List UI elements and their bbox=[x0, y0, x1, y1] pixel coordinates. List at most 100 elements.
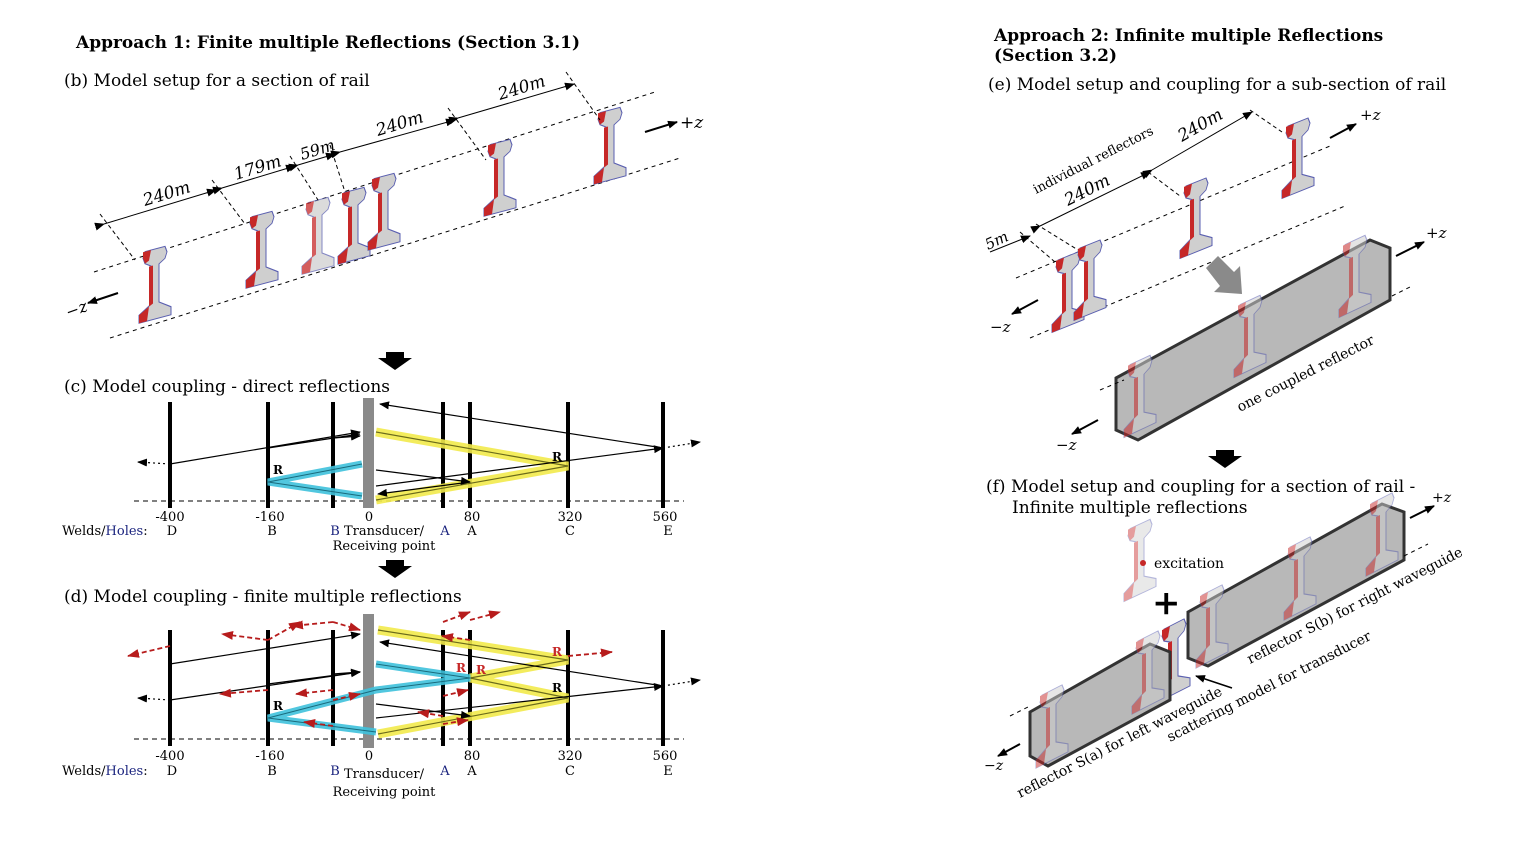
hole-label-d-B: B bbox=[330, 764, 340, 779]
weld-label-D: D bbox=[167, 524, 177, 539]
transducer-label-d1: Transducer/ bbox=[344, 767, 425, 782]
rail-hole-A bbox=[368, 172, 400, 251]
approach1-title: Approach 1: Finite multiple Reflections … bbox=[75, 33, 580, 53]
panel-b-diagram: 240m 179m 59m 240m 240m +z −z bbox=[63, 71, 704, 338]
r-marker-d4: R bbox=[456, 661, 467, 675]
pos-label-d3: 0 bbox=[365, 749, 373, 764]
e-axis-pos-label: +z bbox=[1360, 106, 1381, 124]
r-marker-c2: R bbox=[552, 450, 563, 464]
r-marker-d1: R bbox=[273, 699, 284, 713]
f-axis-pos-arrow bbox=[1410, 506, 1434, 518]
hole-label-A: A bbox=[439, 524, 450, 539]
row-label-d: Welds/Holes: bbox=[62, 764, 148, 779]
e-axis-neg-arrow bbox=[1012, 300, 1038, 314]
hole-label-B: B bbox=[330, 524, 340, 539]
panel-e-diagram: 5m 240m 240m individual reflectors +z −z… bbox=[982, 105, 1446, 454]
panel-c-diagram: R R -400 -160 0 80 320 560 D B B A A C E… bbox=[62, 398, 700, 554]
rail-hole-B bbox=[302, 196, 334, 275]
dim-label-1: 240m bbox=[140, 177, 193, 211]
coupled-axis-neg-arrow bbox=[1072, 420, 1098, 434]
pos-label-d4: 80 bbox=[464, 749, 481, 764]
e-rail-4 bbox=[1282, 116, 1314, 199]
f-axis-pos-label: +z bbox=[1432, 490, 1452, 506]
weld-label-d-B: B bbox=[267, 764, 277, 779]
pos-label-d6: 560 bbox=[653, 749, 678, 764]
axis-pos-label: +z bbox=[680, 113, 704, 133]
panel-e-caption: (e) Model setup and coupling for a sub-s… bbox=[988, 75, 1446, 95]
panel-d-caption: (d) Model coupling - finite multiple ref… bbox=[64, 587, 462, 607]
dim-label-5: 240m bbox=[495, 71, 548, 105]
panel-f-diagram: excitation + +z −z reflector S(a) for le… bbox=[984, 490, 1465, 802]
weld-label-E: E bbox=[663, 524, 673, 539]
weld-label-d-C: C bbox=[565, 764, 575, 779]
r-marker-c1: R bbox=[273, 463, 284, 477]
dim-label-4: 240m bbox=[373, 107, 426, 141]
panel-f-caption-2: Infinite multiple reflections bbox=[1012, 498, 1248, 518]
excitation-label: excitation bbox=[1154, 556, 1224, 572]
excitation-point bbox=[1140, 560, 1146, 566]
pos-label-3: 0 bbox=[365, 510, 373, 525]
panel-b-caption: (b) Model setup for a section of rail bbox=[64, 71, 370, 91]
f-axis-neg-label: −z bbox=[984, 758, 1004, 774]
f-guide-1 bbox=[1010, 706, 1030, 716]
axis-neg-label: −z bbox=[63, 296, 91, 322]
pos-label-2: -160 bbox=[255, 510, 284, 525]
rail-section-B bbox=[246, 210, 278, 289]
pos-label-1: -400 bbox=[155, 510, 184, 525]
weld-label-d-A: A bbox=[466, 764, 477, 779]
approach2-title-line1: Approach 2: Infinite multiple Reflection… bbox=[993, 26, 1383, 46]
e-rail-1 bbox=[1052, 250, 1084, 333]
axis-pos-arrow bbox=[645, 122, 677, 132]
e-axis-neg-label: −z bbox=[990, 318, 1011, 336]
e-rail-2 bbox=[1074, 238, 1106, 321]
pos-label-6: 560 bbox=[653, 510, 678, 525]
f-guide-2 bbox=[1404, 544, 1428, 556]
weld-label-d-D: D bbox=[167, 764, 177, 779]
rail-section-C bbox=[484, 138, 516, 217]
pos-label-d1: -400 bbox=[155, 749, 184, 764]
down-arrow-c-to-d bbox=[378, 560, 412, 578]
rail-section-D bbox=[139, 245, 171, 324]
panel-c-caption: (c) Model coupling - direct reflections bbox=[64, 377, 390, 397]
panel-d-diagram: R R R R R -400 -160 0 80 320 560 D B B A… bbox=[62, 612, 700, 800]
approach2-title-line2: (Section 3.2) bbox=[994, 46, 1117, 66]
transducer-label-1: Transducer/ bbox=[344, 524, 425, 539]
coupled-axis-neg-label: −z bbox=[1056, 436, 1077, 454]
row-label-c: Welds/Holes: bbox=[62, 524, 148, 539]
dim-label-2: 179m bbox=[232, 151, 284, 184]
coupled-axis-pos-label: +z bbox=[1426, 224, 1447, 242]
weld-label-B: B bbox=[267, 524, 277, 539]
r-marker-d3: R bbox=[552, 645, 563, 659]
grey-transform-arrow bbox=[1206, 256, 1242, 294]
f-axis-neg-arrow bbox=[998, 744, 1020, 756]
weld-label-d-E: E bbox=[663, 764, 673, 779]
pos-label-5: 320 bbox=[558, 510, 583, 525]
rail-transducer bbox=[338, 186, 370, 265]
weld-label-C: C bbox=[565, 524, 575, 539]
e-axis-pos-arrow bbox=[1330, 124, 1356, 138]
plus-sign: + bbox=[1152, 583, 1181, 623]
transducer-bar bbox=[363, 398, 374, 508]
direct-arrows-d bbox=[138, 634, 700, 718]
direct-arrows bbox=[138, 404, 700, 494]
axis-neg-arrow bbox=[88, 293, 118, 303]
coupled-guide-2 bbox=[1392, 286, 1412, 296]
e-dim-240-2: 240m bbox=[1174, 105, 1227, 147]
weld-label-A: A bbox=[466, 524, 477, 539]
hole-label-d-A: A bbox=[439, 764, 450, 779]
transducer-label-d2: Receiving point bbox=[333, 785, 437, 800]
r-marker-d5: R bbox=[476, 663, 487, 677]
rail-guide-lower bbox=[110, 158, 680, 338]
e-dim-5m: 5m bbox=[982, 227, 1011, 253]
down-arrow-b-to-c bbox=[378, 352, 412, 370]
down-arrow-e-to-f bbox=[1208, 450, 1242, 468]
coupled-axis-pos-arrow bbox=[1396, 242, 1424, 256]
transducer-label-2: Receiving point bbox=[333, 539, 437, 554]
pos-label-d2: -160 bbox=[255, 749, 284, 764]
r-marker-d2: R bbox=[552, 681, 563, 695]
e-rail-3 bbox=[1180, 176, 1212, 259]
panel-f-caption-1: (f) Model setup and coupling for a secti… bbox=[986, 477, 1415, 497]
pos-label-d5: 320 bbox=[558, 749, 583, 764]
pos-label-4: 80 bbox=[464, 510, 481, 525]
